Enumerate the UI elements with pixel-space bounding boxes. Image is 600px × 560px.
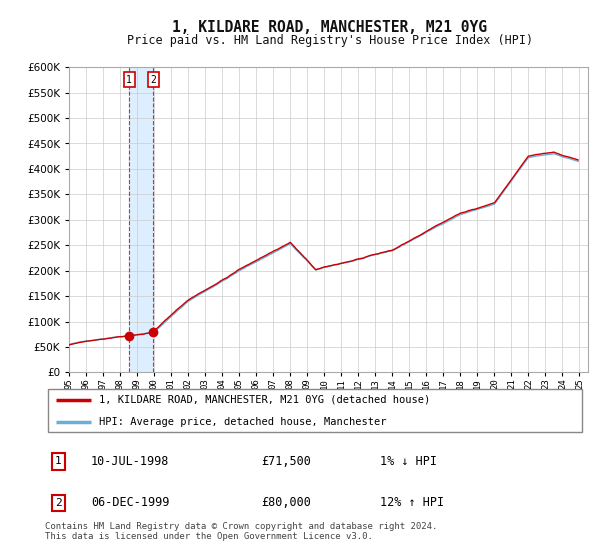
Text: £80,000: £80,000 — [261, 496, 311, 510]
Text: 06-DEC-1999: 06-DEC-1999 — [91, 496, 169, 510]
Text: Price paid vs. HM Land Registry's House Price Index (HPI): Price paid vs. HM Land Registry's House … — [127, 34, 533, 46]
Text: 10-JUL-1998: 10-JUL-1998 — [91, 455, 169, 468]
Text: Contains HM Land Registry data © Crown copyright and database right 2024.
This d: Contains HM Land Registry data © Crown c… — [45, 522, 437, 542]
Text: 2: 2 — [151, 75, 157, 85]
Text: 12% ↑ HPI: 12% ↑ HPI — [380, 496, 444, 510]
Text: 1, KILDARE ROAD, MANCHESTER, M21 0YG: 1, KILDARE ROAD, MANCHESTER, M21 0YG — [173, 20, 487, 35]
Text: 1% ↓ HPI: 1% ↓ HPI — [380, 455, 437, 468]
Text: 1: 1 — [127, 75, 132, 85]
Text: £71,500: £71,500 — [261, 455, 311, 468]
FancyBboxPatch shape — [48, 389, 582, 432]
Bar — [129, 67, 154, 372]
Text: 1: 1 — [55, 456, 62, 466]
Text: HPI: Average price, detached house, Manchester: HPI: Average price, detached house, Manc… — [99, 417, 386, 427]
Text: 1, KILDARE ROAD, MANCHESTER, M21 0YG (detached house): 1, KILDARE ROAD, MANCHESTER, M21 0YG (de… — [99, 395, 430, 405]
Text: 2: 2 — [55, 498, 62, 508]
